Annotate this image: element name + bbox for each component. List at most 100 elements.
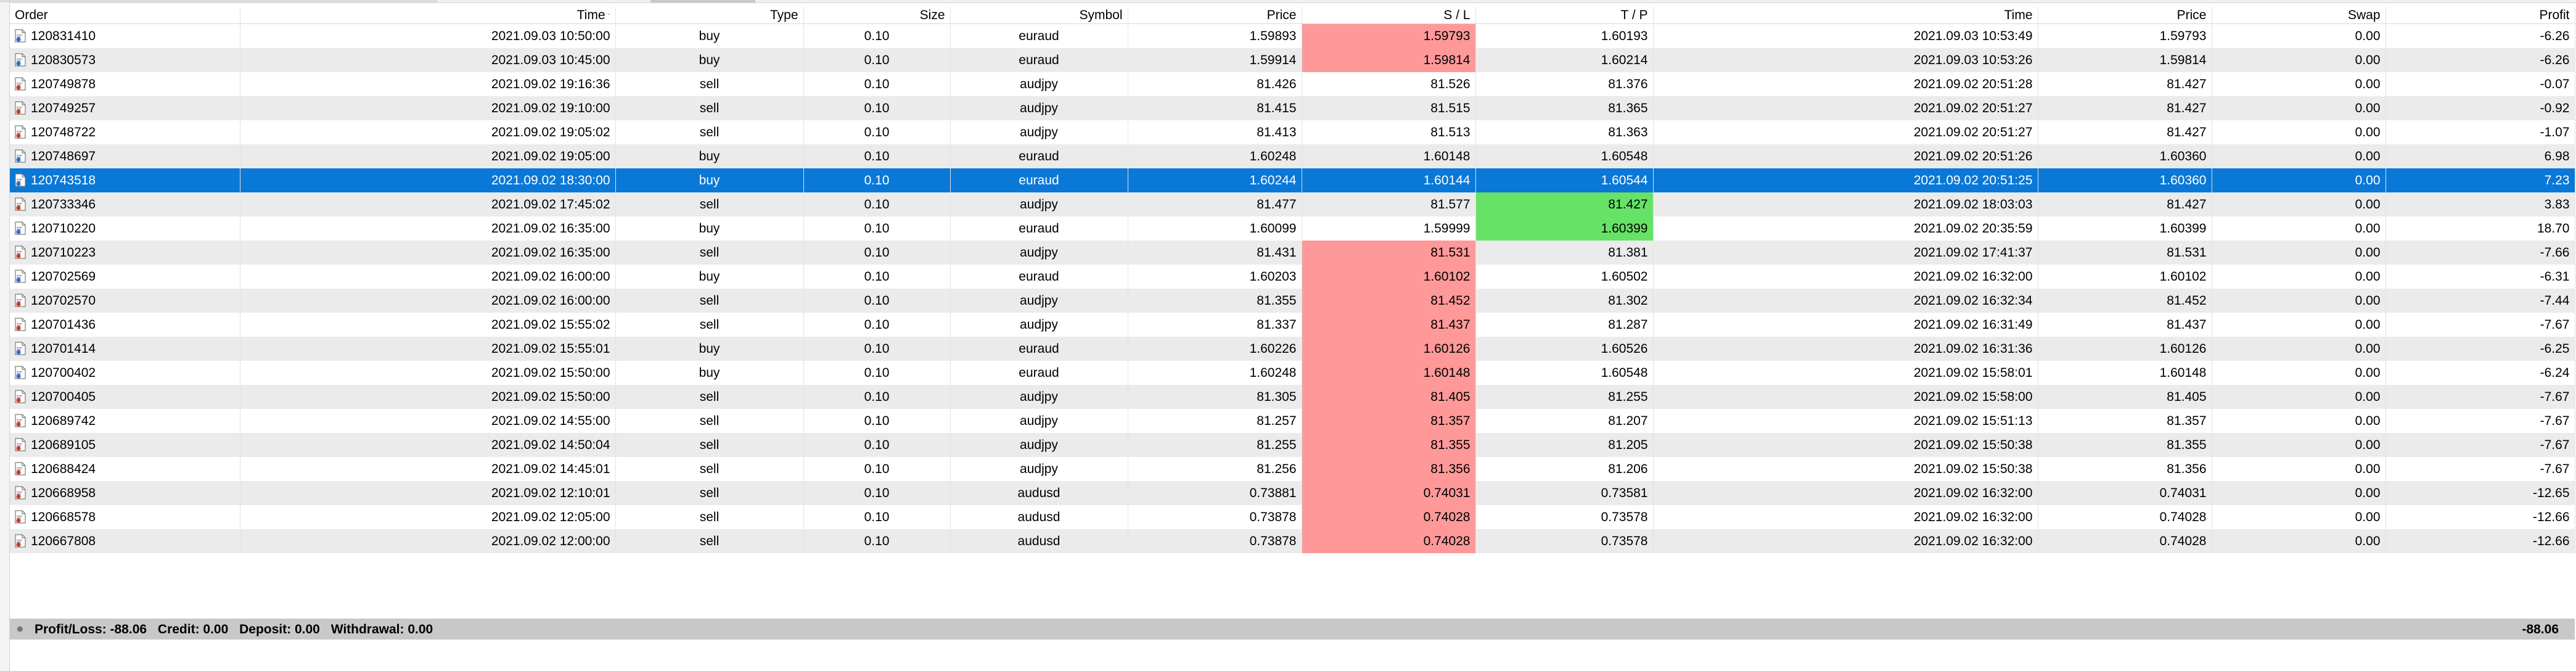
take-profit-value: 1.60193 bbox=[1601, 28, 1648, 43]
open-price-value: 81.255 bbox=[1257, 437, 1297, 452]
cell-order-type: buy bbox=[615, 48, 804, 72]
cell-close-time: 2021.09.02 20:35:59 bbox=[1653, 216, 2038, 241]
table-row[interactable]: 120743518 2021.09.02 18:30:00 buy 0.10 eurau… bbox=[10, 168, 2575, 192]
cell-close-price: 81.427 bbox=[2038, 192, 2212, 216]
order-id-value: 120710223 bbox=[31, 245, 96, 260]
cell-close-time: 2021.09.02 16:32:00 bbox=[1653, 481, 2038, 505]
cell-close-time: 2021.09.02 17:41:37 bbox=[1653, 241, 2038, 265]
cell-lot-size: 0.10 bbox=[803, 48, 951, 72]
column-header-size-3[interactable]: Size bbox=[803, 7, 951, 24]
open-time-value: 2021.09.02 14:45:01 bbox=[491, 461, 610, 476]
withdrawal-label: Withdrawal: 0.00 bbox=[330, 622, 433, 636]
cell-order-id: 120830573 bbox=[10, 48, 240, 72]
close-price-value: 0.74028 bbox=[2159, 533, 2207, 548]
table-row[interactable]: 120748697 2021.09.02 19:05:00 buy 0.10 eurau… bbox=[10, 144, 2575, 168]
cell-close-price: 81.356 bbox=[2038, 457, 2212, 481]
symbol-value: audjpy bbox=[1020, 389, 1058, 404]
column-header-s-l-6[interactable]: S / L bbox=[1302, 7, 1476, 24]
profit-value: -7.44 bbox=[2540, 293, 2570, 308]
table-row[interactable]: 120688424 2021.09.02 14:45:01 sell 0.10 audj… bbox=[10, 457, 2575, 481]
table-row[interactable]: 120702569 2021.09.02 16:00:00 buy 0.10 eurau… bbox=[10, 265, 2575, 289]
cell-stop-loss: 1.59999 bbox=[1302, 216, 1476, 241]
cell-order-id: 120700405 bbox=[10, 385, 240, 409]
table-row[interactable]: 120710223 2021.09.02 16:35:00 sell 0.10 audj… bbox=[10, 241, 2575, 265]
table-row[interactable]: 120831410 2021.09.03 10:50:00 buy 0.10 eurau… bbox=[10, 23, 2575, 48]
cell-close-time: 2021.09.02 20:51:28 bbox=[1653, 72, 2038, 96]
open-time-value: 2021.09.03 10:50:00 bbox=[491, 28, 610, 43]
order-type-value: sell bbox=[699, 197, 720, 212]
column-header-time-1[interactable]: Time ˇ bbox=[240, 7, 616, 24]
cell-symbol: audjpy bbox=[950, 313, 1128, 337]
close-time-value: 2021.09.02 20:51:26 bbox=[1913, 149, 2033, 163]
cell-lot-size: 0.10 bbox=[803, 361, 951, 385]
column-header-order-0[interactable]: Order bbox=[10, 7, 240, 24]
column-header-profit-11[interactable]: Profit bbox=[2385, 7, 2575, 24]
cell-swap: 0.00 bbox=[2212, 481, 2386, 505]
column-header-type-2[interactable]: Type bbox=[615, 7, 804, 24]
table-row[interactable]: 120700402 2021.09.02 15:50:00 buy 0.10 eurau… bbox=[10, 361, 2575, 385]
buy-order-icon bbox=[15, 53, 26, 67]
table-row[interactable]: 120689742 2021.09.02 14:55:00 sell 0.10 audj… bbox=[10, 409, 2575, 433]
deposit-label: Deposit: 0.00 bbox=[239, 622, 320, 636]
cell-close-time: 2021.09.02 15:50:38 bbox=[1653, 433, 2038, 457]
lot-size-value: 0.10 bbox=[864, 485, 890, 500]
take-profit-value: 81.255 bbox=[1608, 389, 1648, 404]
table-row[interactable]: 120689105 2021.09.02 14:50:04 sell 0.10 audj… bbox=[10, 433, 2575, 457]
order-type-value: sell bbox=[699, 461, 720, 476]
column-header-t-p-7[interactable]: T / P bbox=[1475, 7, 1654, 24]
table-row[interactable]: 120733346 2021.09.02 17:45:02 sell 0.10 audj… bbox=[10, 192, 2575, 216]
close-time-value: 2021.09.02 16:32:34 bbox=[1913, 293, 2033, 308]
cell-lot-size: 0.10 bbox=[803, 168, 951, 192]
column-header-label: Price bbox=[1266, 8, 1297, 22]
order-id-value: 120700405 bbox=[31, 389, 96, 404]
column-header-price-9[interactable]: Price bbox=[2038, 7, 2212, 24]
cell-order-id: 120748722 bbox=[10, 120, 240, 144]
cell-open-time: 2021.09.02 15:55:02 bbox=[240, 313, 616, 337]
buy-order-icon bbox=[15, 221, 26, 235]
cell-order-type: sell bbox=[615, 120, 804, 144]
cell-close-price: 81.405 bbox=[2038, 385, 2212, 409]
column-header-label: Symbol bbox=[1079, 8, 1123, 22]
table-row[interactable]: 120701414 2021.09.02 15:55:01 buy 0.10 eurau… bbox=[10, 337, 2575, 361]
table-row[interactable]: 120667808 2021.09.02 12:00:00 sell 0.10 audu… bbox=[10, 529, 2575, 553]
table-row[interactable]: 120702570 2021.09.02 16:00:00 sell 0.10 audj… bbox=[10, 289, 2575, 313]
take-profit-value: 1.60526 bbox=[1601, 341, 1648, 356]
stop-loss-value: 81.531 bbox=[1430, 245, 1471, 260]
table-row[interactable]: 120749257 2021.09.02 19:10:00 sell 0.10 audj… bbox=[10, 96, 2575, 120]
table-row[interactable]: 120700405 2021.09.02 15:50:00 sell 0.10 audj… bbox=[10, 385, 2575, 409]
table-row[interactable]: 120710220 2021.09.02 16:35:00 buy 0.10 eurau… bbox=[10, 216, 2575, 241]
cell-lot-size: 0.10 bbox=[803, 144, 951, 168]
order-type-value: sell bbox=[699, 125, 720, 139]
column-header-time-8[interactable]: Time bbox=[1653, 7, 2038, 24]
column-header-swap-10[interactable]: Swap bbox=[2212, 7, 2386, 24]
cell-lot-size: 0.10 bbox=[803, 481, 951, 505]
cell-close-price: 1.60360 bbox=[2038, 144, 2212, 168]
table-row[interactable]: 120830573 2021.09.03 10:45:00 buy 0.10 eurau… bbox=[10, 48, 2575, 72]
table-row[interactable]: 120748722 2021.09.02 19:05:02 sell 0.10 audj… bbox=[10, 120, 2575, 144]
table-row[interactable]: 120701436 2021.09.02 15:55:02 sell 0.10 audj… bbox=[10, 313, 2575, 337]
table-row[interactable]: 120668958 2021.09.02 12:10:01 sell 0.10 audu… bbox=[10, 481, 2575, 505]
table-row[interactable]: 120749878 2021.09.02 19:16:36 sell 0.10 audj… bbox=[10, 72, 2575, 96]
stop-loss-value: 1.60144 bbox=[1423, 173, 1471, 187]
cell-profit: -0.92 bbox=[2385, 96, 2575, 120]
close-price-value: 1.60148 bbox=[2159, 365, 2207, 380]
table-row[interactable]: 120668578 2021.09.02 12:05:00 sell 0.10 audu… bbox=[10, 505, 2575, 529]
order-id-value: 120743518 bbox=[31, 173, 96, 187]
cell-close-price: 81.357 bbox=[2038, 409, 2212, 433]
stop-loss-value: 81.577 bbox=[1430, 197, 1471, 212]
symbol-value: euraud bbox=[1019, 52, 1059, 67]
column-header-symbol-4[interactable]: Symbol bbox=[950, 7, 1128, 24]
swap-value: 0.00 bbox=[2355, 197, 2381, 212]
take-profit-value: 81.376 bbox=[1608, 76, 1648, 91]
close-time-value: 2021.09.03 10:53:49 bbox=[1913, 28, 2033, 43]
take-profit-value: 1.60548 bbox=[1601, 149, 1648, 163]
cell-close-price: 81.531 bbox=[2038, 241, 2212, 265]
cell-close-time: 2021.09.02 16:32:00 bbox=[1653, 265, 2038, 289]
cell-open-time: 2021.09.02 17:45:02 bbox=[240, 192, 616, 216]
column-header-price-5[interactable]: Price bbox=[1128, 7, 1302, 24]
cell-open-price: 0.73878 bbox=[1128, 505, 1302, 529]
close-price-value: 0.74028 bbox=[2159, 509, 2207, 524]
order-type-value: sell bbox=[699, 245, 720, 260]
take-profit-value: 81.365 bbox=[1608, 101, 1648, 115]
stop-loss-value: 0.74028 bbox=[1423, 509, 1471, 524]
